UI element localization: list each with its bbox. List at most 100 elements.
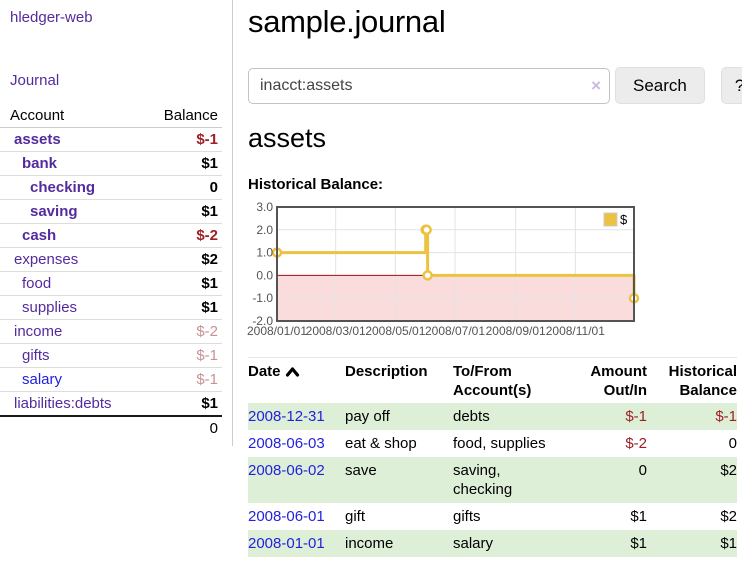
account-balance: 0	[111, 175, 222, 200]
search-form: × Search ?	[248, 67, 742, 104]
chart-title: Historical Balance:	[248, 176, 384, 193]
transaction-row: 2008-12-31 pay off debts $-1 $-1	[248, 403, 737, 430]
transaction-amount: 0	[638, 462, 647, 479]
transaction-date-link[interactable]: 2008-06-03	[248, 435, 325, 452]
header-label: Date	[248, 363, 281, 380]
account-link-expenses[interactable]: expenses	[14, 251, 79, 268]
transaction-accounts: saving, checking	[453, 462, 513, 498]
sidebar-item-journal[interactable]: Journal	[10, 72, 60, 89]
account-link-salary[interactable]: salary	[22, 371, 63, 388]
clear-search-icon[interactable]: ×	[591, 75, 601, 95]
register-table-header: Date Description To/From Account(s) Amount Ou…	[248, 358, 737, 404]
help-button[interactable]: ?	[720, 67, 742, 104]
transaction-balance: $-1	[715, 408, 737, 425]
transaction-date-link[interactable]: 2008-12-31	[248, 408, 325, 425]
account-link-gifts[interactable]: gifts	[22, 347, 50, 364]
transaction-row: 2008-06-02 save saving, checking 0 $2	[248, 457, 737, 503]
transaction-description: pay off	[345, 408, 390, 425]
account-link-supplies[interactable]: supplies	[22, 299, 78, 316]
account-balance: $-2	[111, 223, 222, 248]
svg-text:-1.0: -1.0	[252, 291, 273, 305]
header-label: Balance	[679, 382, 737, 399]
transaction-description: income	[345, 535, 394, 552]
account-balance: $-1	[111, 127, 222, 152]
account-balance: $1	[111, 151, 222, 176]
account-balance: $1	[111, 391, 222, 417]
account-link-checking[interactable]: checking	[30, 179, 96, 196]
transaction-description: gift	[345, 508, 366, 525]
transaction-row: 2008-06-01 gift gifts $1 $2	[248, 503, 737, 530]
svg-text:2.0: 2.0	[256, 223, 273, 237]
account-link-income[interactable]: income	[14, 323, 63, 340]
account-row: income $-2	[0, 319, 222, 344]
account-link-bank[interactable]: bank	[22, 155, 58, 172]
header-label: Out/In	[603, 382, 647, 399]
sidebar-divider	[232, 0, 233, 446]
svg-text:0.0: 0.0	[256, 268, 273, 282]
search-input[interactable]	[248, 67, 610, 104]
header-label: To/From	[453, 363, 512, 380]
accounts-table: Account Balance assets $-1 bank $1 checking 0 s…	[0, 104, 222, 440]
transaction-row: 2008-06-03 eat & shop food, supplies $-2 0	[248, 430, 737, 457]
transaction-description: save	[345, 462, 377, 479]
page-title: sample.journal	[248, 4, 446, 39]
svg-text:2008/09/01: 2008/09/01	[486, 324, 546, 338]
transaction-accounts: gifts	[453, 508, 481, 525]
account-row: checking 0	[0, 175, 222, 200]
transaction-balance: $2	[720, 508, 737, 525]
svg-text:$: $	[620, 212, 628, 227]
transaction-accounts: food, supplies	[453, 435, 546, 452]
account-row: gifts $-1	[0, 343, 222, 368]
transaction-amount: $-2	[625, 435, 647, 452]
transaction-row: 2008-01-01 income salary $1 $1	[248, 530, 737, 557]
accounts-col-header: Account	[0, 104, 111, 128]
account-row: bank $1	[0, 151, 222, 176]
account-link-assets[interactable]: assets	[14, 131, 61, 148]
transaction-balance: 0	[728, 435, 737, 452]
app-title-link[interactable]: hledger-web	[10, 9, 93, 26]
account-balance: $-2	[111, 319, 222, 344]
transaction-balance: $2	[720, 462, 737, 479]
account-row: liabilities:debts $1	[0, 391, 222, 417]
account-row: food $1	[0, 271, 222, 296]
transaction-date-link[interactable]: 2008-01-01	[248, 535, 325, 552]
account-link-liabilities-debts[interactable]: liabilities:debts	[14, 395, 112, 412]
accounts-table-header: Account Balance	[0, 104, 222, 128]
account-balance: $-1	[111, 367, 222, 392]
header-label: Description	[345, 363, 428, 380]
account-heading: assets	[248, 123, 327, 153]
transaction-amount: $-1	[625, 408, 647, 425]
accounts-col-header: Balance	[111, 104, 222, 128]
main-content: sample.journal × Search ? assets Histori…	[247, 0, 742, 557]
register-col-header: Amount Out/In	[565, 358, 647, 404]
account-balance: $1	[111, 271, 222, 296]
header-label: Account(s)	[453, 382, 532, 399]
sort-ascending-icon	[285, 367, 299, 377]
account-row: assets $-1	[0, 127, 222, 152]
account-row: expenses $2	[0, 247, 222, 272]
account-balance: $1	[111, 199, 222, 224]
transaction-accounts: debts	[453, 408, 490, 425]
register-col-header: To/From Account(s)	[453, 358, 565, 404]
header-label: Amount	[590, 363, 647, 380]
account-link-food[interactable]: food	[22, 275, 52, 292]
transaction-amount: $1	[630, 535, 647, 552]
accounts-total-balance: 0	[111, 415, 222, 440]
account-balance: $1	[111, 295, 222, 320]
account-balance: $-1	[111, 343, 222, 368]
account-link-cash[interactable]: cash	[22, 227, 57, 244]
account-link-saving[interactable]: saving	[30, 203, 78, 220]
account-row: cash $-2	[0, 223, 222, 248]
sidebar: hledger-web Journal Account Balance asset…	[0, 0, 232, 440]
transaction-accounts: salary	[453, 535, 494, 552]
register-col-header[interactable]: Date	[248, 358, 345, 404]
svg-text:2008/05/01: 2008/05/01	[365, 324, 425, 338]
search-button[interactable]: Search	[615, 67, 705, 104]
svg-text:1.0: 1.0	[256, 246, 273, 260]
account-balance: $2	[111, 247, 222, 272]
register-col-header: Historical Balance	[647, 358, 737, 404]
transaction-date-link[interactable]: 2008-06-02	[248, 462, 325, 479]
svg-text:3.0: 3.0	[256, 200, 273, 214]
transaction-date-link[interactable]: 2008-06-01	[248, 508, 325, 525]
svg-text:2008/01/01: 2008/01/01	[247, 324, 307, 338]
